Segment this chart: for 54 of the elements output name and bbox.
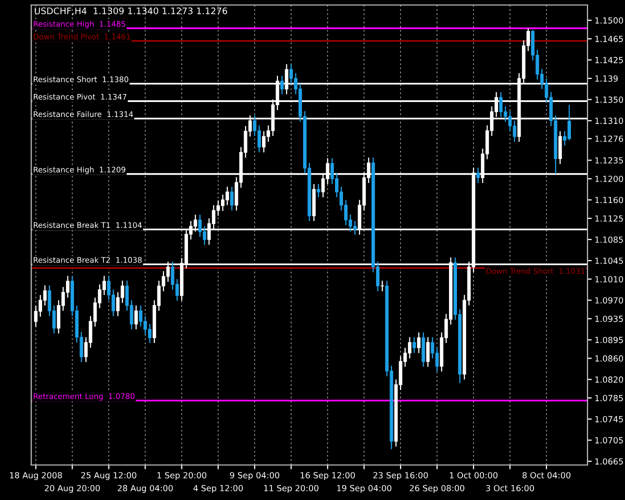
y-tick-label: 1.1350	[595, 96, 624, 103]
x-tick-label: 23 Sep 16:00	[373, 472, 428, 480]
x-tick-label: 1 Sep 20:00	[157, 472, 206, 480]
candlestick	[280, 75, 284, 95]
y-tick-label: 1.0860	[595, 355, 624, 362]
candlestick	[422, 332, 426, 368]
x-tick-label: 9 Sep 04:00	[230, 472, 280, 480]
y-tick-label: 1.1045	[595, 258, 623, 264]
candlestick	[558, 130, 562, 165]
y-tick-label: 1.1425	[595, 56, 623, 64]
x-tick-label: 19 Sep 04:00	[337, 484, 392, 493]
y-tick-label: 1.1125	[595, 215, 623, 222]
x-tick-label: 25 Aug 12:00	[81, 472, 136, 480]
candlestick	[134, 304, 138, 330]
candlestick	[512, 120, 516, 142]
y-tick-label: 1.1085	[595, 236, 623, 243]
candlestick	[408, 336, 412, 359]
candlestick	[476, 167, 480, 184]
y-tick-label: 1.1160	[595, 196, 624, 204]
y-tick-label: 1.0895	[595, 336, 623, 344]
candlestick	[230, 186, 234, 211]
y-tick-label: 1.1235	[595, 157, 623, 164]
y-tick-label: 1.1010	[595, 276, 624, 282]
x-tick-label: 8 Oct 04:00	[522, 472, 570, 478]
x-tick-label: 1 Oct 00:00	[450, 472, 498, 478]
y-tick-label: 1.1200	[595, 176, 624, 182]
candlestick	[499, 92, 503, 118]
candlestick	[316, 183, 320, 198]
x-tick-label: 18 Aug 2008	[10, 472, 62, 480]
y-tick-label: 1.1310	[595, 118, 624, 124]
y-tick-label: 1.0705	[595, 437, 623, 444]
y-tick-label: 1.1500	[595, 17, 624, 24]
candlestick	[426, 336, 430, 368]
x-tick-label: 4 Sep 12:00	[193, 484, 243, 493]
x-tick-label: 28 Aug 04:00	[118, 484, 173, 493]
y-tick-label: 1.0665	[595, 458, 623, 465]
candlestick	[380, 280, 384, 292]
y-tick-label: 1.1276	[595, 136, 624, 142]
x-tick-label: 3 Oct 16:00	[486, 484, 534, 492]
x-tick-label: 16 Sep 12:00	[300, 472, 355, 480]
candlestick	[412, 336, 416, 354]
y-tick-label: 1.0820	[595, 376, 624, 383]
y-tick-label: 1.0935	[595, 316, 623, 322]
candlestick	[417, 332, 421, 354]
y-tick-label: 1.0785	[595, 394, 623, 402]
y-tick-label: 1.1465	[595, 36, 623, 42]
y-tick-label: 1.0970	[595, 297, 624, 304]
chart-title: USDCHF,H4 1.1309 1.1340 1.1273 1.1276	[34, 7, 228, 16]
candlestick	[198, 214, 202, 238]
x-tick-label: 26 Sep 08:00	[410, 484, 464, 493]
y-tick-label: 1.139	[595, 75, 618, 82]
x-tick-label: 11 Sep 20:00	[264, 484, 318, 493]
x-tick-label: 20 Aug 20:00	[44, 484, 100, 493]
y-tick-label: 1.0745	[595, 416, 623, 422]
